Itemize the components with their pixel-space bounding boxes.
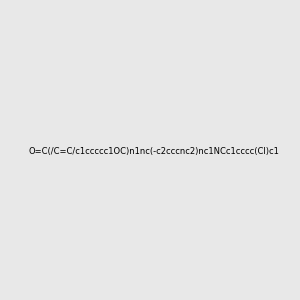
Text: O=C(/C=C/c1ccccc1OC)n1nc(-c2cccnc2)nc1NCc1cccc(Cl)c1: O=C(/C=C/c1ccccc1OC)n1nc(-c2cccnc2)nc1NC… <box>28 147 279 156</box>
